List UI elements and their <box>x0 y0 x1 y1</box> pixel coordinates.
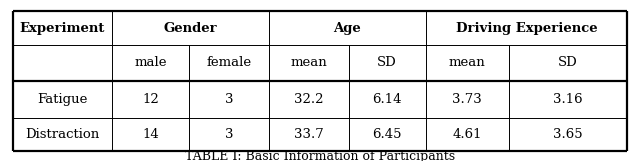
Text: 6.14: 6.14 <box>372 93 402 105</box>
Text: Distraction: Distraction <box>25 128 100 141</box>
Text: female: female <box>206 56 252 69</box>
Text: 33.7: 33.7 <box>294 128 324 141</box>
Text: 14: 14 <box>142 128 159 141</box>
Text: 6.45: 6.45 <box>372 128 402 141</box>
Text: Driving Experience: Driving Experience <box>456 22 597 35</box>
Text: Fatigue: Fatigue <box>37 93 88 105</box>
Text: Experiment: Experiment <box>20 22 105 35</box>
Text: SD: SD <box>378 56 397 69</box>
Text: 3: 3 <box>225 128 233 141</box>
Text: mean: mean <box>449 56 486 69</box>
Text: 4.61: 4.61 <box>452 128 482 141</box>
Text: 3.65: 3.65 <box>553 128 583 141</box>
Text: 3.16: 3.16 <box>553 93 583 105</box>
Text: male: male <box>134 56 166 69</box>
Text: Age: Age <box>333 22 361 35</box>
Text: 12: 12 <box>142 93 159 105</box>
Text: Gender: Gender <box>164 22 217 35</box>
Text: SD: SD <box>558 56 578 69</box>
Text: 3: 3 <box>225 93 233 105</box>
Text: 32.2: 32.2 <box>294 93 324 105</box>
Text: TABLE I: Basic Information of Participants: TABLE I: Basic Information of Participan… <box>185 151 455 161</box>
Text: 3.73: 3.73 <box>452 93 482 105</box>
Text: mean: mean <box>291 56 327 69</box>
